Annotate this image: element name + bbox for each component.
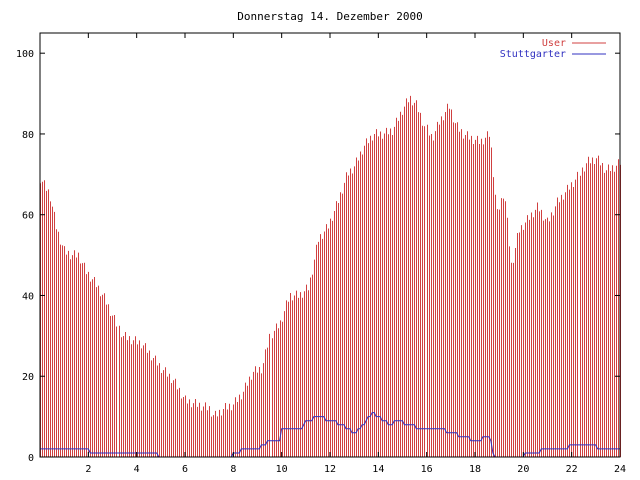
x-tick-label: 8 [230,464,236,475]
x-tick-label: 2 [85,464,91,475]
y-tick-label: 40 [22,291,34,302]
legend-label: Stuttgarter [500,49,566,60]
stuttgarter-line-group [40,412,620,458]
x-tick-label: 4 [134,464,140,475]
y-tick-label: 20 [22,372,34,383]
stuttgarter-line [40,412,620,458]
x-tick-label: 20 [517,464,529,475]
x-tick-label: 24 [614,464,626,475]
y-tick-label: 60 [22,211,34,222]
chart-title: Donnerstag 14. Dezember 2000 [237,10,422,23]
x-tick-label: 12 [324,464,336,475]
axes-group [39,32,621,458]
x-tick-label: 18 [469,464,481,475]
x-tick-label: 6 [182,464,188,475]
user-bars-group [40,95,621,457]
y-tick-label: 100 [16,49,34,60]
x-tick-label: 14 [372,464,384,475]
x-tick-label: 16 [421,464,433,475]
x-tick-label: 22 [566,464,578,475]
y-tick-label: 0 [28,453,34,464]
legend-label: User [542,38,566,49]
x-tick-label: 10 [276,464,288,475]
y-tick-label: 80 [22,130,34,141]
